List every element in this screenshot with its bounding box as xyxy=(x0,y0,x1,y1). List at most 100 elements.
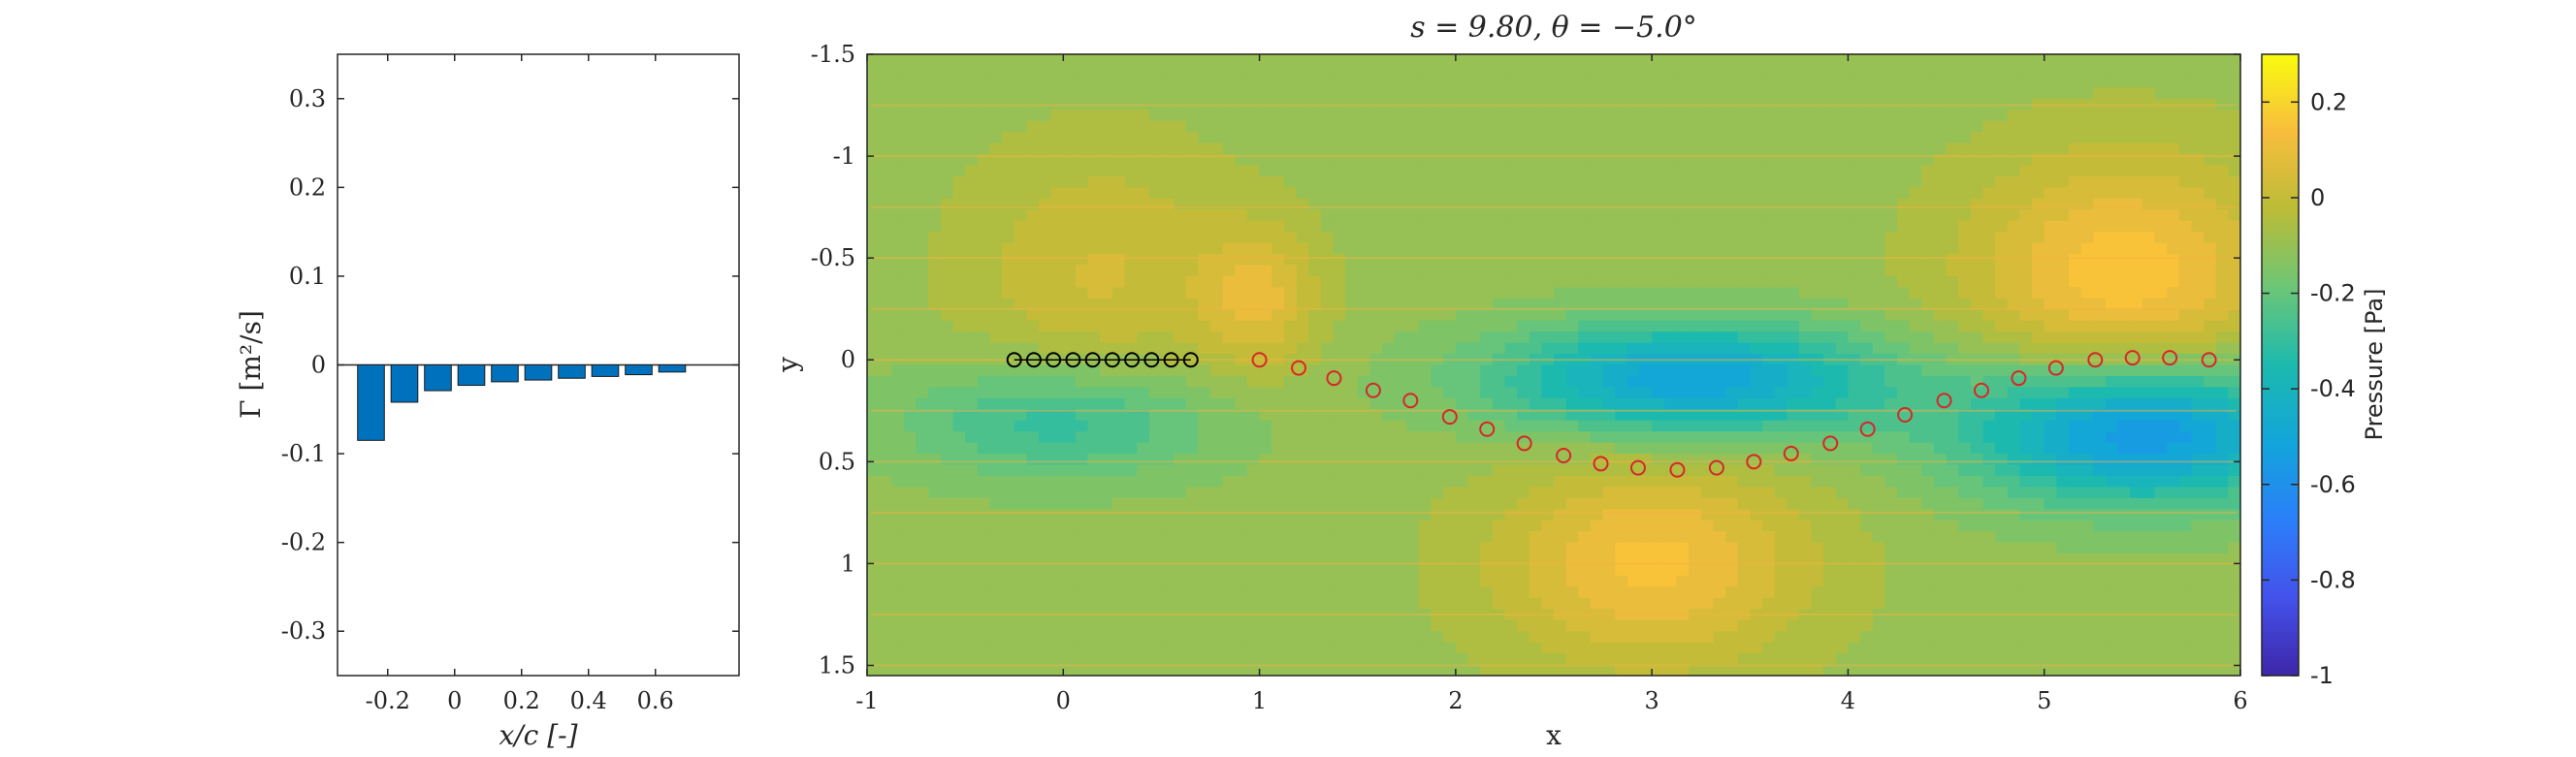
pressure-cell xyxy=(1443,364,1457,377)
pressure-cell xyxy=(1467,132,1481,144)
pressure-cell xyxy=(1872,175,1885,188)
pressure-cell xyxy=(1014,475,1027,489)
pressure-cell xyxy=(1259,175,1272,188)
pressure-cell xyxy=(1872,232,1885,244)
pressure-cell xyxy=(1210,475,1224,489)
pressure-cell xyxy=(1369,509,1383,521)
pressure-cell xyxy=(2178,187,2193,200)
pressure-cell xyxy=(1933,220,1948,233)
pressure-cell xyxy=(1174,120,1187,133)
pressure-cell xyxy=(2080,220,2094,233)
pressure-cell xyxy=(1283,242,1298,255)
pressure-cell xyxy=(1529,54,1542,67)
pressure-cell xyxy=(1615,454,1628,466)
pressure-cell xyxy=(952,209,966,222)
pressure-cell xyxy=(2167,487,2180,499)
pressure-cell xyxy=(1406,331,1420,344)
pressure-cell xyxy=(2228,220,2241,233)
pressure-cell xyxy=(916,142,929,155)
pressure-cell xyxy=(1774,509,1787,521)
pressure-cell xyxy=(1124,232,1138,244)
pressure-cell xyxy=(2093,331,2107,344)
pressure-cell xyxy=(1050,165,1064,177)
pressure-cell xyxy=(1198,254,1211,267)
pressure-cell xyxy=(952,387,966,399)
pressure-cell xyxy=(1431,54,1444,67)
pressure-cell xyxy=(1014,331,1027,344)
pressure-cell xyxy=(1026,232,1040,244)
pressure-cell xyxy=(1761,387,1776,399)
pressure-cell xyxy=(2191,187,2205,200)
pressure-cell xyxy=(1517,76,1530,88)
pressure-cell xyxy=(2178,87,2193,100)
pressure-cell xyxy=(1652,420,1665,432)
bar xyxy=(558,364,586,379)
pressure-cell xyxy=(1848,287,1861,300)
pressure-cell xyxy=(891,54,905,67)
pressure-cell xyxy=(2105,520,2119,532)
pressure-cell xyxy=(1823,364,1837,377)
pressure-cell xyxy=(1259,454,1272,466)
pressure-cell xyxy=(1222,397,1236,410)
pressure-cell xyxy=(1026,420,1040,432)
pressure-cell xyxy=(1933,54,1948,67)
pressure-cell xyxy=(1663,110,1678,122)
pressure-cell xyxy=(1467,354,1481,366)
pressure-cell xyxy=(2056,464,2070,477)
pressure-cell xyxy=(1272,387,1285,399)
pressure-cell xyxy=(1590,364,1604,377)
pressure-cell xyxy=(1676,54,1690,67)
pressure-cell xyxy=(1100,442,1113,455)
pressure-cell xyxy=(1713,509,1726,521)
pressure-cell xyxy=(1308,142,1322,155)
pressure-cell xyxy=(1970,454,1984,466)
pressure-cell xyxy=(1933,320,1948,332)
pressure-cell xyxy=(916,497,929,510)
pressure-cell xyxy=(977,497,991,510)
pressure-cell xyxy=(1222,298,1236,310)
pressure-cell xyxy=(1406,275,1420,288)
pressure-cell xyxy=(1124,142,1138,155)
pressure-cell xyxy=(1590,220,1604,233)
pressure-cell xyxy=(1406,454,1420,466)
pressure-cell xyxy=(1014,342,1027,355)
pressure-cell xyxy=(1774,265,1787,277)
pressure-cell xyxy=(1063,232,1077,244)
pressure-cell xyxy=(1578,142,1592,155)
pressure-cell xyxy=(1480,364,1494,377)
pressure-cell xyxy=(2141,520,2156,532)
pressure-cell xyxy=(1137,275,1150,288)
pressure-cell xyxy=(2080,275,2094,288)
pressure-cell xyxy=(1369,187,1383,200)
pressure-cell xyxy=(1272,132,1285,144)
pressure-cell xyxy=(1308,209,1322,222)
pressure-cell xyxy=(879,287,892,300)
pressure-cell xyxy=(1210,209,1224,222)
pressure-cell xyxy=(2044,309,2057,322)
pressure-cell xyxy=(1210,409,1224,422)
pressure-cell xyxy=(1382,431,1396,444)
pressure-cell xyxy=(1958,110,1972,122)
pressure-cell xyxy=(891,497,905,510)
pressure-cell xyxy=(1394,342,1407,355)
pressure-cell xyxy=(867,475,881,489)
pressure-cell xyxy=(1578,331,1592,344)
pressure-cell xyxy=(1050,175,1064,188)
pressure-cell xyxy=(1565,76,1579,88)
pressure-cell xyxy=(1333,354,1346,366)
pressure-cell xyxy=(2204,397,2217,410)
pressure-cell xyxy=(1455,120,1469,133)
pressure-cell xyxy=(1639,132,1653,144)
pressure-cell xyxy=(952,110,966,122)
pressure-cell xyxy=(952,442,966,455)
pressure-cell xyxy=(1382,397,1396,410)
pressure-cell xyxy=(1995,397,2009,410)
pressure-cell xyxy=(1529,254,1542,267)
pressure-cell xyxy=(1174,509,1187,521)
pressure-cell xyxy=(1174,175,1187,188)
pressure-cell xyxy=(1713,187,1726,200)
pressure-cell xyxy=(1063,76,1077,88)
pressure-cell xyxy=(916,364,929,377)
pressure-cell xyxy=(1296,198,1309,210)
pressure-cell xyxy=(1161,298,1175,310)
